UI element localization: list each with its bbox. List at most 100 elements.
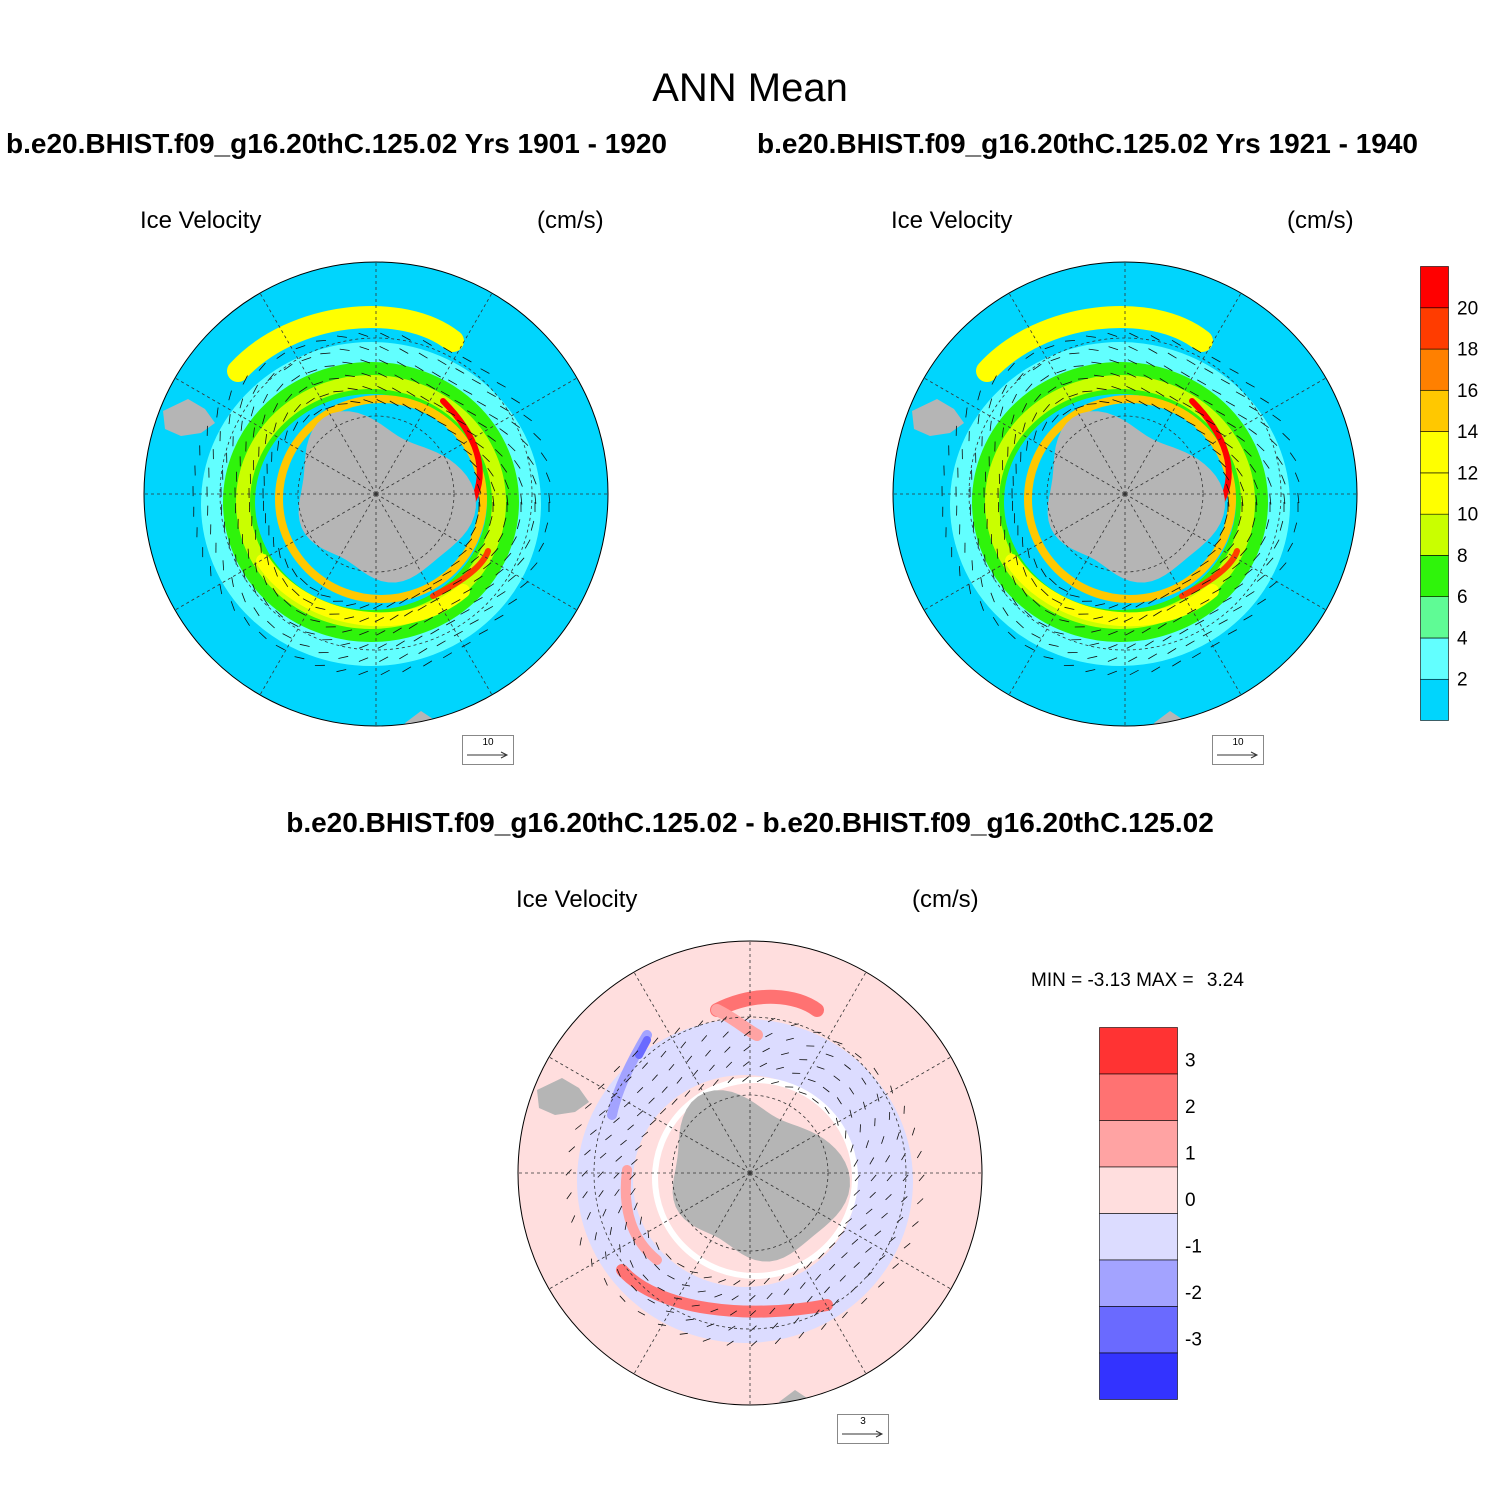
velocity-vector: [1189, 390, 1199, 397]
meridian-line: [1124, 377, 1327, 495]
velocity-vector: [1048, 643, 1059, 647]
velocity-vector: [346, 603, 357, 607]
velocity-vector: [1253, 552, 1261, 561]
velocity-vector: [540, 452, 548, 462]
velocity-vector: [1109, 359, 1120, 364]
velocity-vector: [469, 619, 479, 625]
positive-anomaly: [620, 1165, 662, 1265]
velocity-vector: [703, 1276, 712, 1279]
velocity-vector: [262, 393, 268, 404]
velocity-vector: [833, 1075, 841, 1082]
velocity-vector: [299, 643, 310, 647]
velocity-vector: [665, 1253, 672, 1260]
ice-velocity-vectors: [192, 332, 551, 676]
velocity-vector: [806, 1261, 813, 1268]
velocity-vector: [324, 365, 335, 367]
velocity-vector: [1187, 608, 1197, 615]
velocity-vector: [436, 640, 446, 647]
velocity-vector: [260, 542, 262, 553]
velocity-vector: [725, 1061, 733, 1068]
velocity-vector: [627, 1124, 634, 1131]
velocity-vector: [613, 1172, 620, 1179]
velocity-vector: [282, 578, 289, 588]
velocity-vector: [1279, 520, 1284, 531]
panel3-units-label: (cm/s): [912, 886, 979, 913]
velocity-vector: [1001, 427, 1004, 438]
velocity-vector: [854, 1052, 862, 1059]
velocity-vector: [733, 1280, 741, 1286]
velocity-vector: [1204, 368, 1214, 374]
velocity-vector: [710, 1308, 719, 1313]
velocity-vector: [1220, 378, 1230, 385]
velocity-vector: [878, 1281, 885, 1288]
velocity-vector: [1246, 533, 1253, 543]
velocity-vector: [373, 603, 383, 610]
velocity-vector: [1032, 599, 1041, 607]
ice-velocity-vectors: [941, 332, 1300, 676]
velocity-vector: [586, 1212, 591, 1220]
velocity-vector: [488, 413, 499, 420]
colorbar-tick-label: 12: [1457, 463, 1478, 484]
velocity-vector: [1289, 452, 1297, 462]
velocity-vector: [475, 514, 479, 525]
velocity-vector: [1201, 579, 1211, 585]
velocity-vector: [999, 406, 1004, 417]
velocity-vector: [853, 1189, 860, 1196]
velocity-vector: [399, 598, 409, 604]
velocity-vector: [1204, 438, 1214, 445]
velocity-vector: [1003, 562, 1007, 573]
velocity-vector: [294, 656, 305, 660]
velocity-vector: [418, 648, 428, 654]
latitude-circle: [219, 337, 533, 651]
velocity-vector: [584, 1103, 592, 1109]
velocity-vector: [1054, 631, 1064, 635]
velocity-vector: [968, 584, 972, 595]
velocity-vector: [461, 641, 471, 648]
velocity-vector: [771, 1081, 780, 1084]
panel1-units-label: (cm/s): [537, 207, 604, 234]
velocity-vector: [530, 520, 535, 531]
velocity-vector: [1011, 597, 1019, 607]
graticule: [518, 941, 982, 1405]
velocity-vector: [1232, 562, 1241, 570]
velocity-vector: [824, 1286, 830, 1294]
velocity-vector: [636, 1087, 644, 1094]
velocity-vector: [661, 1086, 668, 1093]
velocity-vector: [402, 666, 412, 673]
velocity-vector: [850, 1144, 854, 1153]
velocity-vector: [731, 1295, 739, 1301]
meridian-line: [923, 493, 1126, 611]
velocity-vector: [1089, 642, 1100, 646]
velocity-vector: [691, 1304, 700, 1307]
velocity-vector: [1171, 339, 1181, 346]
velocity-vector: [1222, 597, 1232, 603]
velocity-vector: [278, 547, 281, 558]
velocity-vector: [292, 421, 299, 431]
velocity-vector: [473, 575, 483, 582]
velocity-vector: [1181, 579, 1192, 585]
velocity-vector: [1064, 340, 1076, 342]
velocity-vector: [273, 422, 277, 433]
velocity-vector: [1027, 547, 1030, 558]
velocity-vector: [511, 397, 521, 404]
meridian-line: [548, 1172, 751, 1290]
velocity-vector: [598, 1190, 604, 1198]
velocity-vector: [1107, 332, 1118, 337]
velocity-vector: [633, 1237, 635, 1246]
velocity-vector: [1226, 422, 1236, 428]
meridian-line: [749, 971, 867, 1174]
velocity-vector: [272, 403, 279, 413]
velocity-vector: [475, 441, 484, 449]
velocity-vector: [1244, 568, 1253, 576]
velocity-vector: [1002, 607, 1009, 617]
velocity-vector: [1107, 657, 1118, 662]
velocity-vector: [1138, 400, 1148, 407]
velocity-vector: [874, 1230, 882, 1237]
panel1-case-title: b.e20.BHIST.f09_g16.20thC.125.02 Yrs 190…: [6, 128, 667, 159]
velocity-vector: [235, 554, 237, 565]
colorbar-swatch: [1420, 431, 1449, 474]
velocity-vector: [667, 1274, 675, 1280]
velocity-vector: [633, 1202, 638, 1211]
velocity-vector: [275, 644, 285, 651]
colorbar-tick-label: -1: [1185, 1237, 1202, 1258]
